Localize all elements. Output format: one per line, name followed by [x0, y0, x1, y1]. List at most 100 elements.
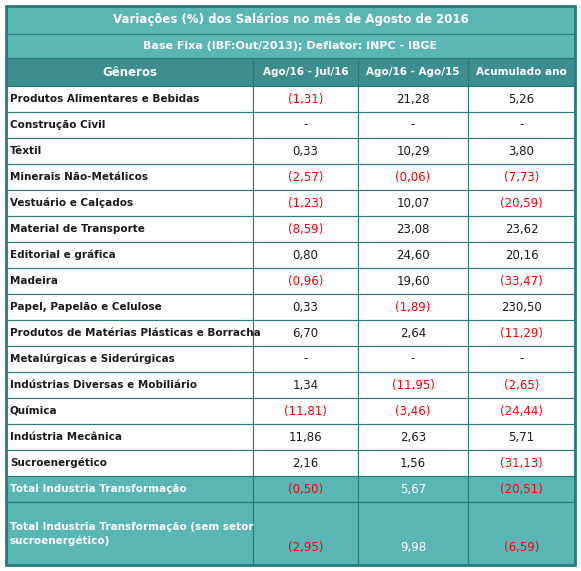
Text: (31,13): (31,13): [500, 456, 543, 469]
Bar: [6, 450, 253, 476]
Text: 0,80: 0,80: [293, 248, 318, 262]
Text: (11,95): (11,95): [392, 379, 435, 392]
Text: 2,16: 2,16: [292, 456, 318, 469]
Bar: [468, 372, 575, 398]
Bar: [468, 450, 575, 476]
Text: 23,62: 23,62: [505, 223, 539, 235]
Bar: [6, 476, 253, 502]
Bar: [468, 190, 575, 216]
Text: Madeira: Madeira: [10, 276, 58, 286]
Bar: [6, 502, 253, 565]
Text: 10,07: 10,07: [396, 196, 430, 210]
Bar: [468, 216, 575, 242]
Text: (0,50): (0,50): [288, 482, 323, 496]
Bar: [468, 398, 575, 424]
Text: (2,65): (2,65): [504, 379, 539, 392]
Bar: [358, 164, 468, 190]
Text: 9,98: 9,98: [400, 541, 426, 554]
Bar: [358, 424, 468, 450]
Text: (24,44): (24,44): [500, 404, 543, 417]
Text: 0,33: 0,33: [293, 144, 318, 158]
Bar: [6, 34, 575, 58]
Bar: [6, 398, 253, 424]
Bar: [253, 502, 358, 565]
Bar: [468, 138, 575, 164]
Text: (11,29): (11,29): [500, 327, 543, 340]
Bar: [253, 268, 358, 294]
Text: 10,29: 10,29: [396, 144, 430, 158]
Text: Têxtil: Têxtil: [10, 146, 42, 156]
Text: -: -: [411, 119, 415, 131]
Bar: [253, 294, 358, 320]
Bar: [253, 190, 358, 216]
Bar: [253, 138, 358, 164]
Bar: [6, 268, 253, 294]
Bar: [468, 242, 575, 268]
Bar: [468, 86, 575, 112]
Bar: [468, 294, 575, 320]
Bar: [468, 268, 575, 294]
Bar: [6, 346, 253, 372]
Bar: [6, 216, 253, 242]
Text: 21,28: 21,28: [396, 93, 430, 106]
Bar: [253, 346, 358, 372]
Text: Ago/16 - Jul/16: Ago/16 - Jul/16: [263, 67, 349, 77]
Text: Minerais Não-Metálicos: Minerais Não-Metálicos: [10, 172, 148, 182]
Text: Gêneros: Gêneros: [102, 66, 157, 78]
Bar: [358, 294, 468, 320]
Text: Variações (%) dos Salários no mês de Agosto de 2016: Variações (%) dos Salários no mês de Ago…: [113, 14, 468, 26]
Text: 19,60: 19,60: [396, 275, 430, 288]
Text: Metalúrgicas e Siderúrgicas: Metalúrgicas e Siderúrgicas: [10, 354, 175, 364]
Bar: [253, 164, 358, 190]
Bar: [253, 424, 358, 450]
Bar: [358, 86, 468, 112]
Bar: [468, 320, 575, 346]
Bar: [468, 58, 575, 86]
Bar: [253, 450, 358, 476]
Text: (20,51): (20,51): [500, 482, 543, 496]
Text: 24,60: 24,60: [396, 248, 430, 262]
Bar: [468, 346, 575, 372]
Text: (20,59): (20,59): [500, 196, 543, 210]
Text: Papel, Papelão e Celulose: Papel, Papelão e Celulose: [10, 302, 162, 312]
Bar: [468, 164, 575, 190]
Bar: [6, 320, 253, 346]
Bar: [358, 372, 468, 398]
Text: Produtos Alimentares e Bebidas: Produtos Alimentares e Bebidas: [10, 94, 199, 104]
Text: (1,89): (1,89): [395, 300, 431, 313]
Bar: [468, 502, 575, 565]
Text: 23,08: 23,08: [396, 223, 430, 235]
Bar: [253, 398, 358, 424]
Text: (6,59): (6,59): [504, 541, 539, 554]
Text: Total Industria Transformação: Total Industria Transformação: [10, 484, 187, 494]
Bar: [358, 268, 468, 294]
Bar: [6, 372, 253, 398]
Bar: [358, 450, 468, 476]
Bar: [6, 294, 253, 320]
Text: Total Industria Transformação (sem setor: Total Industria Transformação (sem setor: [10, 521, 253, 532]
Bar: [6, 190, 253, 216]
Bar: [358, 476, 468, 502]
Bar: [253, 86, 358, 112]
Text: 6,70: 6,70: [292, 327, 318, 340]
Text: Química: Química: [10, 406, 58, 416]
Bar: [468, 424, 575, 450]
Text: (7,73): (7,73): [504, 171, 539, 183]
Text: -: -: [519, 352, 523, 365]
Text: (0,96): (0,96): [288, 275, 323, 288]
Bar: [358, 502, 468, 565]
Text: 2,64: 2,64: [400, 327, 426, 340]
Text: -: -: [411, 352, 415, 365]
Text: Acumulado ano: Acumulado ano: [476, 67, 567, 77]
Bar: [358, 138, 468, 164]
Text: 5,67: 5,67: [400, 482, 426, 496]
Bar: [358, 346, 468, 372]
Bar: [358, 190, 468, 216]
Bar: [358, 398, 468, 424]
Text: Ago/16 - Ago/15: Ago/16 - Ago/15: [366, 67, 460, 77]
Bar: [468, 476, 575, 502]
Bar: [253, 216, 358, 242]
Text: -: -: [519, 119, 523, 131]
Text: 11,86: 11,86: [289, 431, 322, 444]
Text: Indústria Mecânica: Indústria Mecânica: [10, 432, 122, 442]
